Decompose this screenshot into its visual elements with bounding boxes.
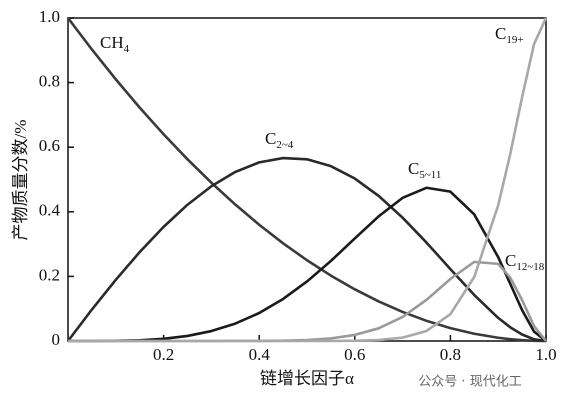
series-label: CH4 xyxy=(100,33,130,55)
y-axis-label: 产物质量分数/% xyxy=(11,120,30,241)
series-line xyxy=(68,17,548,343)
series-label: C2~4 xyxy=(265,129,294,151)
series-label: C19+ xyxy=(495,24,524,46)
series-label: C5~11 xyxy=(408,159,441,181)
x-tick-label: 0.6 xyxy=(344,345,365,364)
y-tick-label: 0.6 xyxy=(39,136,60,155)
plot-frame xyxy=(67,17,547,342)
y-tick-label: 0 xyxy=(52,330,61,349)
x-tick-label: 1.0 xyxy=(535,345,556,364)
x-tick-label: 0.4 xyxy=(249,345,271,364)
x-tick-label: 0.2 xyxy=(153,345,174,364)
x-axis-label: 链增长因子α xyxy=(260,369,354,388)
y-tick-label: 0.8 xyxy=(39,72,60,91)
series-label: C12~18 xyxy=(505,251,545,273)
series-line xyxy=(66,156,547,343)
y-tick-label: 1.0 xyxy=(39,7,60,26)
watermark: 公众号 · 现代化工 xyxy=(418,375,521,390)
series-line xyxy=(66,17,547,343)
series-line xyxy=(68,186,547,343)
x-tick-label: 0.8 xyxy=(440,345,461,364)
y-tick-label: 0.2 xyxy=(39,265,60,284)
y-tick-label: 0.4 xyxy=(39,201,61,220)
